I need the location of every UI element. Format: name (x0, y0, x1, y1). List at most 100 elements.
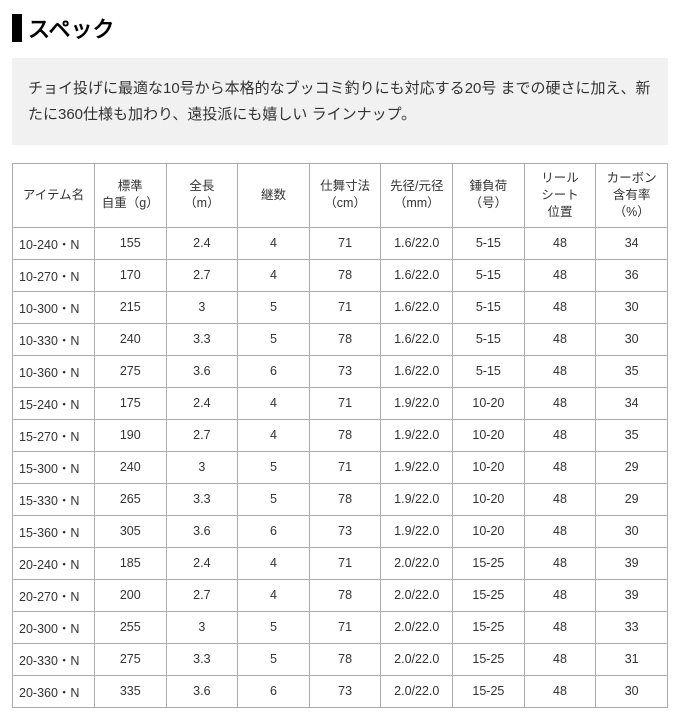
spec-cell: 33 (596, 611, 668, 643)
spec-cell: 48 (524, 611, 596, 643)
spec-cell: 240 (94, 323, 166, 355)
spec-cell: 4 (238, 419, 310, 451)
spec-cell: 78 (309, 483, 381, 515)
table-row: 10-330・N2403.35781.6/22.05-154830 (13, 323, 668, 355)
spec-table-col-header: カーボン含有率（%） (596, 164, 668, 228)
spec-cell: 3.3 (166, 323, 238, 355)
spec-table-col-header: 全長（m） (166, 164, 238, 228)
spec-cell: 15-25 (453, 579, 525, 611)
spec-cell: 4 (238, 227, 310, 259)
spec-cell: 1.9/22.0 (381, 515, 453, 547)
spec-cell: 275 (94, 355, 166, 387)
spec-cell: 10-20 (453, 419, 525, 451)
item-name-cell: 15-330・N (13, 483, 95, 515)
table-row: 15-300・N24035711.9/22.010-204829 (13, 451, 668, 483)
spec-cell: 240 (94, 451, 166, 483)
spec-table-col-header: 仕舞寸法（cm） (309, 164, 381, 228)
spec-cell: 78 (309, 323, 381, 355)
spec-cell: 15-25 (453, 611, 525, 643)
spec-cell: 48 (524, 579, 596, 611)
spec-table: アイテム名標準自重（g）全長（m）継数仕舞寸法（cm）先径/元径（mm）錘負荷（… (12, 163, 668, 708)
spec-cell: 71 (309, 227, 381, 259)
spec-cell: 71 (309, 387, 381, 419)
spec-cell: 78 (309, 579, 381, 611)
spec-cell: 2.0/22.0 (381, 611, 453, 643)
spec-cell: 48 (524, 515, 596, 547)
heading-text: スペック (28, 12, 114, 44)
table-row: 20-270・N2002.74782.0/22.015-254839 (13, 579, 668, 611)
spec-cell: 6 (238, 515, 310, 547)
spec-cell: 190 (94, 419, 166, 451)
item-name-cell: 20-330・N (13, 643, 95, 675)
spec-cell: 3.6 (166, 515, 238, 547)
spec-cell: 5 (238, 323, 310, 355)
spec-cell: 175 (94, 387, 166, 419)
spec-cell: 31 (596, 643, 668, 675)
spec-cell: 3.3 (166, 643, 238, 675)
spec-cell: 3 (166, 291, 238, 323)
spec-table-header-row: アイテム名標準自重（g）全長（m）継数仕舞寸法（cm）先径/元径（mm）錘負荷（… (13, 164, 668, 228)
spec-cell: 6 (238, 355, 310, 387)
spec-cell: 5 (238, 611, 310, 643)
item-name-cell: 15-360・N (13, 515, 95, 547)
table-row: 20-330・N2753.35782.0/22.015-254831 (13, 643, 668, 675)
spec-cell: 73 (309, 355, 381, 387)
spec-cell: 3 (166, 451, 238, 483)
spec-cell: 215 (94, 291, 166, 323)
spec-cell: 48 (524, 291, 596, 323)
spec-cell: 48 (524, 483, 596, 515)
spec-cell: 10-20 (453, 515, 525, 547)
item-name-cell: 20-300・N (13, 611, 95, 643)
spec-cell: 2.7 (166, 419, 238, 451)
spec-cell: 2.0/22.0 (381, 579, 453, 611)
spec-cell: 5 (238, 483, 310, 515)
item-name-cell: 20-270・N (13, 579, 95, 611)
table-row: 15-270・N1902.74781.9/22.010-204835 (13, 419, 668, 451)
table-row: 10-240・N1552.44711.6/22.05-154834 (13, 227, 668, 259)
spec-cell: 48 (524, 227, 596, 259)
item-name-cell: 15-300・N (13, 451, 95, 483)
spec-cell: 255 (94, 611, 166, 643)
spec-cell: 1.9/22.0 (381, 451, 453, 483)
spec-cell: 5-15 (453, 291, 525, 323)
spec-cell: 30 (596, 323, 668, 355)
spec-cell: 73 (309, 515, 381, 547)
spec-cell: 39 (596, 547, 668, 579)
spec-table-col-header: 標準自重（g） (94, 164, 166, 228)
table-row: 15-330・N2653.35781.9/22.010-204829 (13, 483, 668, 515)
spec-table-head: アイテム名標準自重（g）全長（m）継数仕舞寸法（cm）先径/元径（mm）錘負荷（… (13, 164, 668, 228)
spec-cell: 4 (238, 547, 310, 579)
spec-cell: 1.9/22.0 (381, 387, 453, 419)
table-row: 20-240・N1852.44712.0/22.015-254839 (13, 547, 668, 579)
spec-cell: 1.6/22.0 (381, 227, 453, 259)
spec-cell: 78 (309, 259, 381, 291)
spec-cell: 48 (524, 387, 596, 419)
spec-table-col-header: アイテム名 (13, 164, 95, 228)
spec-cell: 35 (596, 355, 668, 387)
spec-cell: 71 (309, 451, 381, 483)
spec-cell: 2.0/22.0 (381, 547, 453, 579)
spec-cell: 2.4 (166, 227, 238, 259)
spec-cell: 5-15 (453, 323, 525, 355)
spec-cell: 29 (596, 483, 668, 515)
spec-cell: 15-25 (453, 643, 525, 675)
spec-cell: 5 (238, 451, 310, 483)
spec-cell: 1.6/22.0 (381, 291, 453, 323)
spec-cell: 2.4 (166, 387, 238, 419)
spec-cell: 2.7 (166, 579, 238, 611)
spec-cell: 30 (596, 291, 668, 323)
spec-cell: 48 (524, 419, 596, 451)
spec-cell: 10-20 (453, 451, 525, 483)
table-row: 10-270・N1702.74781.6/22.05-154836 (13, 259, 668, 291)
spec-cell: 5-15 (453, 227, 525, 259)
table-row: 10-300・N21535711.6/22.05-154830 (13, 291, 668, 323)
spec-cell: 1.6/22.0 (381, 355, 453, 387)
table-row: 15-360・N3053.66731.9/22.010-204830 (13, 515, 668, 547)
spec-cell: 30 (596, 515, 668, 547)
spec-cell: 71 (309, 611, 381, 643)
spec-cell: 48 (524, 259, 596, 291)
spec-cell: 48 (524, 451, 596, 483)
spec-cell: 39 (596, 579, 668, 611)
spec-cell: 48 (524, 547, 596, 579)
spec-cell: 275 (94, 643, 166, 675)
